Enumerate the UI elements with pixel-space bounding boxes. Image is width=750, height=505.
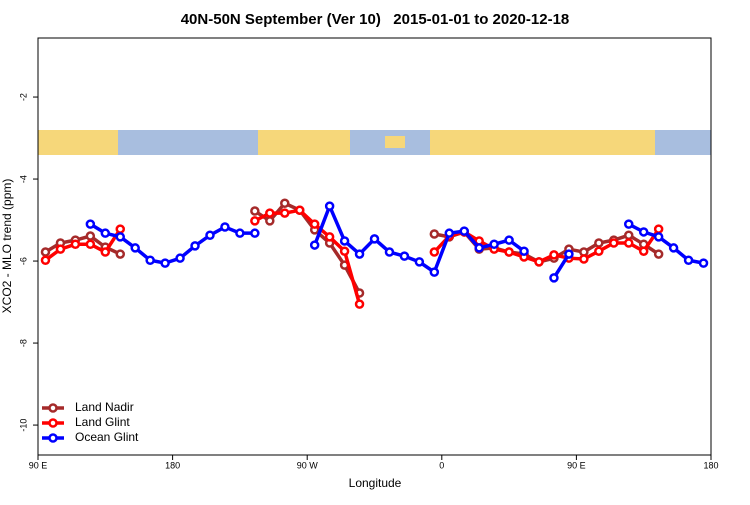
x-tick-label: 90 E <box>567 460 586 470</box>
data-point <box>85 239 96 249</box>
legend-swatch <box>48 418 58 428</box>
data-point <box>250 206 260 216</box>
data-point <box>504 235 514 245</box>
data-point <box>564 249 574 259</box>
x-axis-label: Longitude <box>349 476 402 490</box>
data-point <box>698 258 709 268</box>
data-point <box>145 255 155 265</box>
data-point <box>429 247 440 257</box>
data-point <box>594 246 604 256</box>
data-point <box>40 255 51 265</box>
data-point <box>339 246 350 256</box>
data-point <box>115 224 126 234</box>
y-tick-label: -10 <box>18 419 28 432</box>
data-point <box>130 243 140 253</box>
data-point <box>489 239 499 249</box>
data-point <box>235 228 245 238</box>
data-point <box>653 249 664 259</box>
legend-label: Ocean Glint <box>75 430 139 444</box>
data-point <box>160 258 170 268</box>
data-point <box>85 219 96 229</box>
data-point <box>250 228 260 238</box>
data-point <box>683 255 694 265</box>
data-point <box>504 247 514 257</box>
data-point <box>579 254 589 264</box>
data-point <box>190 241 200 251</box>
x-tick-label: 180 <box>703 460 718 470</box>
data-point <box>638 246 649 256</box>
data-point <box>280 198 290 208</box>
data-point <box>115 249 126 259</box>
data-point <box>623 219 634 229</box>
plot-frame <box>37 37 712 456</box>
data-point <box>414 257 425 267</box>
data-point <box>354 299 365 309</box>
data-point <box>309 219 320 229</box>
data-point <box>250 216 260 226</box>
data-point <box>638 227 649 237</box>
data-point <box>549 273 559 283</box>
data-point <box>653 224 664 234</box>
y-tick-label: -8 <box>18 339 28 347</box>
legend-swatch <box>48 433 58 443</box>
data-point <box>399 251 410 261</box>
x-tick-label: 90 W <box>297 460 319 470</box>
data-point <box>339 236 350 246</box>
legend-swatch <box>48 403 58 413</box>
data-point <box>519 246 529 256</box>
data-point <box>265 216 275 226</box>
map-band <box>38 130 711 155</box>
data-point <box>175 253 185 263</box>
data-point <box>668 243 679 253</box>
data-point <box>220 222 230 232</box>
legend-label: Land Glint <box>75 415 130 429</box>
data-point <box>40 247 51 257</box>
y-tick-label: -6 <box>18 257 28 265</box>
data-point <box>534 257 544 267</box>
chart-title: 40N-50N September (Ver 10) 2015-01-01 to… <box>181 11 570 28</box>
data-point <box>100 247 111 257</box>
data-point <box>459 226 469 236</box>
data-point <box>429 267 440 277</box>
x-tick-label: 180 <box>165 460 180 470</box>
data-point <box>309 240 320 250</box>
y-tick-label: -4 <box>18 175 28 183</box>
data-point <box>85 231 96 241</box>
data-point <box>354 249 365 259</box>
data-point <box>265 208 275 218</box>
data-point <box>474 243 484 253</box>
data-point <box>623 230 634 240</box>
data-point <box>429 229 440 239</box>
data-point <box>609 238 619 248</box>
data-point <box>324 201 335 211</box>
data-point <box>444 228 455 238</box>
data-point <box>653 232 664 242</box>
x-tick-label: 0 <box>439 460 444 470</box>
data-point <box>384 247 395 257</box>
data-point <box>623 238 634 248</box>
legend-label: Land Nadir <box>75 400 134 414</box>
data-point <box>205 230 215 240</box>
data-point <box>100 228 111 238</box>
data-point <box>70 239 81 249</box>
data-point <box>369 234 380 244</box>
data-point <box>115 232 126 242</box>
y-tick-label: -2 <box>18 93 28 101</box>
data-point <box>280 208 290 218</box>
x-tick-label: 90 E <box>29 460 48 470</box>
data-point <box>55 244 66 254</box>
y-axis-label: XCO2 - MLO trend (ppm) <box>0 179 14 314</box>
data-point <box>549 250 559 260</box>
data-point <box>594 238 604 248</box>
data-point <box>324 232 335 242</box>
data-point <box>294 205 305 215</box>
